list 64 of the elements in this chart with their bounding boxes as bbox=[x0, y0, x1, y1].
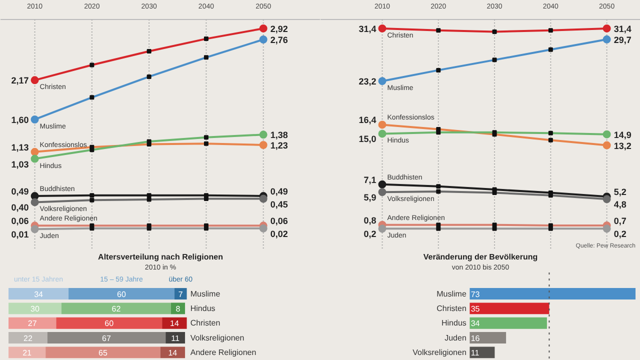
data-label: 16,4 bbox=[358, 115, 376, 126]
data-label: 0,49 bbox=[11, 186, 29, 197]
data-label: 0,49 bbox=[270, 186, 288, 197]
data-label: 0,2 bbox=[364, 229, 376, 240]
data-label: 4,8 bbox=[614, 200, 626, 210]
data-label: 5,9 bbox=[364, 192, 376, 203]
data-label: 0,40 bbox=[11, 202, 29, 213]
data-label: 0,7 bbox=[614, 216, 626, 226]
data-label: 14 bbox=[170, 319, 180, 328]
data-label: 14,9 bbox=[614, 130, 632, 140]
chart-title: Veränderung der Bevölkerung bbox=[423, 252, 538, 262]
data-label: 0,06 bbox=[270, 216, 288, 226]
category-label: Juden bbox=[444, 333, 466, 342]
data-label: 35 bbox=[470, 304, 480, 314]
data-label: 14 bbox=[168, 348, 178, 358]
category-label: Hindus bbox=[442, 318, 466, 328]
data-label: 0,02 bbox=[270, 228, 288, 239]
data-label: 15,0 bbox=[358, 134, 376, 144]
data-label: 1,38 bbox=[270, 130, 288, 140]
data-label: 73 bbox=[470, 290, 480, 299]
data-label: 27 bbox=[28, 319, 38, 328]
data-label: 23,2 bbox=[358, 76, 376, 87]
data-label: 5,2 bbox=[614, 187, 626, 198]
category-label: Hindus bbox=[190, 304, 216, 313]
data-label: 21 bbox=[22, 348, 32, 358]
category-label: Muslime bbox=[190, 289, 220, 298]
category-label: Christen bbox=[436, 304, 466, 313]
data-label: 0,45 bbox=[270, 199, 288, 210]
data-label: 1,03 bbox=[11, 159, 29, 170]
category-label: Christen bbox=[190, 318, 220, 328]
data-label: 11 bbox=[171, 334, 180, 343]
data-label: 65 bbox=[98, 348, 108, 358]
data-label: 1,13 bbox=[11, 142, 29, 152]
data-label: 8 bbox=[176, 304, 181, 314]
data-label: 0,2 bbox=[614, 229, 626, 240]
data-label: 31,4 bbox=[614, 24, 632, 34]
data-label: 1,60 bbox=[11, 114, 29, 125]
data-label: 7 bbox=[178, 290, 184, 299]
data-label: 67 bbox=[102, 334, 112, 343]
data-label: 30 bbox=[30, 304, 40, 314]
data-label: 34 bbox=[470, 319, 480, 328]
data-label: 62 bbox=[112, 304, 122, 314]
data-label: 2,17 bbox=[11, 76, 29, 86]
data-label: 11 bbox=[470, 348, 480, 358]
category-label: Volksreligionen bbox=[412, 348, 466, 357]
data-label: 7,1 bbox=[364, 174, 376, 185]
data-label: 60 bbox=[117, 290, 126, 299]
category-label: Andere Religionen bbox=[190, 348, 256, 357]
data-label: 0,01 bbox=[11, 230, 29, 240]
category-label: Muslime bbox=[436, 289, 466, 298]
chart-title: Altersverteilung nach Religionen bbox=[98, 252, 224, 262]
category-label: Volksreligionen bbox=[190, 333, 244, 342]
data-label: 2,92 bbox=[270, 24, 288, 34]
data-label: 22 bbox=[23, 334, 33, 343]
data-label: 29,7 bbox=[614, 34, 632, 45]
data-label: 0,06 bbox=[11, 216, 29, 226]
data-label: 16 bbox=[470, 334, 480, 343]
data-label: 13,2 bbox=[614, 140, 632, 151]
data-label: 31,4 bbox=[358, 24, 376, 34]
data-label: 60 bbox=[104, 319, 114, 328]
data-label: 1,23 bbox=[270, 140, 288, 150]
data-label: 2,76 bbox=[270, 34, 288, 45]
data-label: 0,8 bbox=[364, 215, 376, 226]
data-label: 34 bbox=[34, 290, 44, 299]
